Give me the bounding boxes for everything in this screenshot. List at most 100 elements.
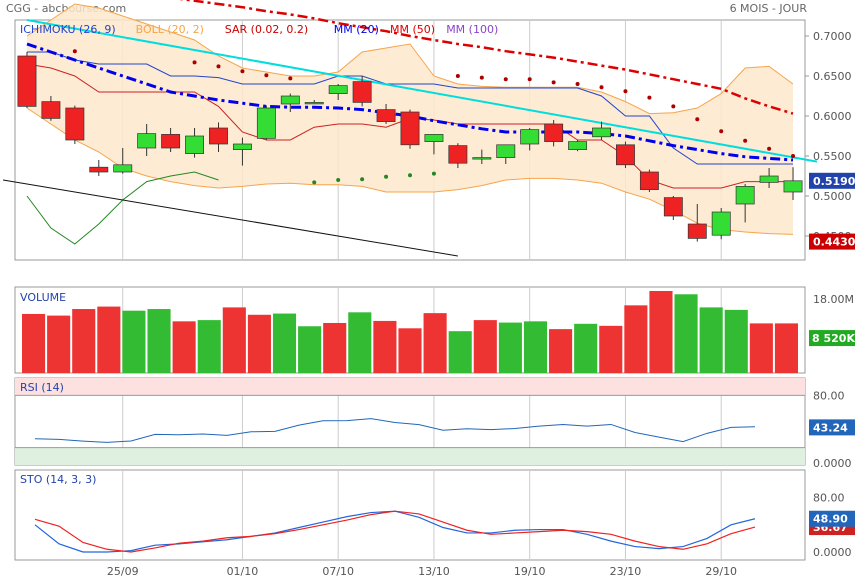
y-tick-label: 80.00	[813, 492, 845, 505]
rsi-title: RSI (14)	[20, 381, 64, 394]
x-tick-label: 07/10	[322, 565, 354, 578]
volume-bar	[749, 323, 773, 373]
legend-entry: MM (50)	[390, 23, 435, 36]
sar-dot	[312, 180, 317, 185]
candle-body	[711, 211, 731, 236]
candle-body	[496, 144, 516, 158]
volume-bar	[523, 321, 548, 373]
candle-body	[783, 180, 803, 193]
sar-dot	[599, 85, 604, 90]
candle-body	[161, 134, 181, 149]
bollinger-upper-line	[26, 3, 794, 115]
volume-bar	[423, 313, 447, 373]
candle-body	[17, 55, 37, 107]
volume-bar	[247, 314, 271, 373]
sar-dot	[240, 69, 245, 74]
rsi-tag: 43.24	[813, 421, 848, 434]
sar-dot	[479, 75, 484, 80]
y-tick-label: 0.0000	[813, 546, 852, 559]
min-price-tag: 0.4430	[813, 236, 855, 249]
y-tick-label: 0.6000	[813, 110, 852, 123]
sar-dot	[623, 89, 628, 94]
volume-bar	[774, 323, 798, 373]
candle-body	[137, 133, 157, 149]
volume-bar	[574, 323, 598, 373]
mm50-line	[179, 0, 794, 115]
volume-bar	[97, 306, 121, 373]
sto-k-tag: 48.90	[813, 513, 848, 526]
sar-dot	[408, 173, 412, 178]
x-tick-label: 01/10	[227, 565, 259, 578]
volume-bar	[172, 321, 196, 373]
sar-dot	[384, 174, 389, 179]
candle-body	[568, 141, 588, 150]
volume-bar	[323, 322, 347, 373]
sto-k-tag-bg	[809, 510, 855, 527]
sar-dot	[671, 104, 676, 109]
candle-body	[544, 123, 564, 142]
trendline	[2, 179, 458, 257]
sar-dot	[743, 138, 748, 143]
x-tick-label: 23/10	[610, 565, 642, 578]
candle-body	[209, 127, 228, 145]
volume-title: VOLUME	[20, 291, 66, 304]
candle-body	[65, 107, 85, 141]
volume-bar	[72, 309, 96, 373]
volume-bar	[549, 329, 573, 373]
candle-body	[280, 95, 300, 105]
candle-body	[352, 81, 372, 103]
candle-body	[616, 144, 635, 166]
rsi-band	[15, 378, 805, 396]
candle-body	[424, 134, 444, 142]
volume-bar	[47, 315, 71, 373]
candle-body	[520, 129, 540, 145]
volume-bar	[222, 307, 246, 373]
sto-line	[34, 510, 756, 553]
sar-dot	[575, 82, 580, 86]
rsi-tag-bg	[809, 419, 855, 436]
ichimoku-line	[27, 51, 793, 165]
y-tick-label: 18.00M	[813, 293, 854, 306]
volume-bar	[724, 309, 748, 373]
legend-entry: SAR (0.02, 0.2)	[225, 23, 308, 36]
legend-entry: MM (20)	[334, 23, 379, 36]
candle-body	[328, 85, 348, 94]
sar-dot	[455, 74, 460, 78]
volume-bar	[348, 312, 372, 373]
volume-bar	[272, 313, 297, 373]
legend-entry: BOLL (20, 2)	[136, 23, 204, 36]
volume-bar	[197, 320, 221, 373]
min-price-tag-bg	[809, 233, 855, 250]
period-label: 6 MOIS - JOUR	[729, 2, 807, 15]
rsi-band	[15, 447, 805, 465]
volume-tag: 8 520K	[812, 332, 855, 345]
sar-dot	[192, 60, 197, 65]
legend-entry: ICHIMOKU (26, 9)	[20, 23, 116, 36]
volume-bar	[699, 307, 723, 373]
volume-bar	[624, 305, 648, 373]
candle-body	[759, 175, 779, 183]
sar-dot	[431, 171, 436, 176]
volume-bar	[649, 291, 673, 373]
x-tick-label: 19/10	[514, 565, 546, 578]
volume-bar	[599, 325, 623, 373]
x-tick-label: 29/10	[705, 565, 737, 578]
sar-dot	[288, 76, 293, 81]
y-tick-label: 80.00	[813, 389, 845, 402]
volume-bar	[373, 320, 397, 373]
volume-bar	[398, 328, 422, 373]
sar-dot	[527, 77, 532, 82]
sar-dot	[503, 77, 508, 82]
legend-entry: MM (100)	[446, 23, 498, 36]
sar-dot	[336, 178, 341, 182]
candle-body	[41, 101, 61, 119]
x-tick-label: 25/09	[107, 565, 139, 578]
candle-body	[735, 186, 755, 205]
sar-dot	[360, 177, 365, 182]
candle-body	[376, 109, 396, 122]
y-tick-label: 0.6500	[813, 70, 852, 83]
volume-bar	[448, 331, 472, 373]
last-price-tag: 0.5190	[813, 175, 855, 188]
